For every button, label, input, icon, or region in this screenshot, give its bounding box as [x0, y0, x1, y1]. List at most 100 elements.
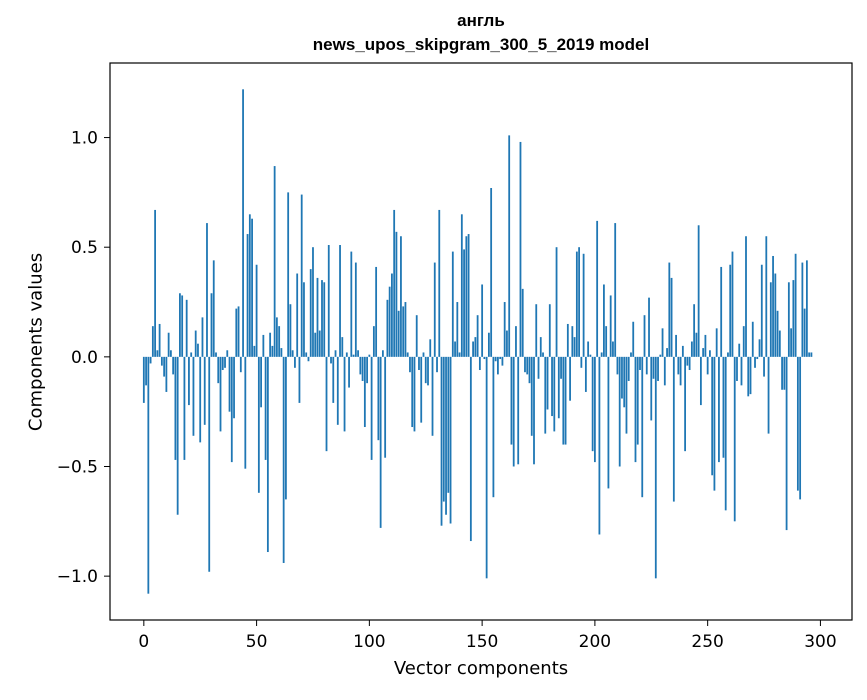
bar [799, 356, 802, 500]
bar [695, 332, 698, 357]
bar [463, 249, 465, 357]
bar [418, 356, 420, 371]
bar [415, 315, 418, 357]
bar [357, 350, 359, 357]
bar [212, 260, 215, 357]
bar [185, 299, 188, 357]
bar [751, 321, 754, 357]
bar [711, 356, 714, 476]
bar [740, 356, 743, 386]
bar [151, 326, 154, 357]
bar [648, 297, 650, 357]
bar [422, 352, 425, 357]
bar [379, 356, 382, 528]
bar [165, 356, 168, 392]
y-tick-label: 0.0 [71, 348, 98, 368]
bar [467, 234, 470, 357]
bar [494, 356, 497, 362]
bar [478, 356, 481, 371]
bar [659, 354, 662, 357]
bar [808, 352, 811, 357]
bar [582, 253, 585, 357]
bar [219, 356, 222, 432]
bar [528, 356, 531, 384]
bar [201, 317, 204, 357]
bar [235, 308, 238, 357]
bar [316, 277, 319, 357]
bar [503, 302, 506, 357]
bar [758, 339, 761, 357]
bar [625, 356, 628, 434]
bar [246, 234, 249, 357]
bar [756, 356, 759, 360]
bar [474, 337, 477, 357]
bar [199, 356, 202, 443]
bar [573, 337, 576, 357]
bar [289, 304, 292, 357]
bar [257, 356, 260, 493]
bar [336, 356, 339, 425]
bar [305, 352, 308, 357]
bar [654, 356, 657, 579]
bar [145, 356, 147, 386]
bar [210, 293, 213, 357]
bar [323, 282, 326, 357]
bar [244, 356, 247, 469]
bar [697, 225, 700, 357]
bar [803, 308, 806, 357]
bar [632, 321, 635, 357]
bar [264, 356, 267, 460]
bar [548, 304, 551, 357]
bar [230, 356, 233, 463]
x-tick-label: 0 [138, 632, 149, 652]
bar [600, 352, 603, 357]
bar [260, 356, 262, 408]
bar [169, 350, 172, 357]
bar [370, 356, 373, 460]
bar [533, 356, 535, 465]
bar [350, 251, 353, 357]
bar [303, 282, 305, 357]
bar [251, 218, 253, 357]
bar [616, 356, 619, 375]
bar [393, 209, 396, 357]
bar [149, 356, 152, 364]
bar [451, 251, 454, 357]
bar [409, 356, 411, 373]
bar [769, 282, 772, 357]
bar [413, 356, 416, 432]
bar [447, 356, 450, 493]
bar [661, 328, 664, 357]
bar [215, 352, 217, 357]
bar [341, 337, 344, 357]
bar [722, 356, 725, 458]
bar [465, 236, 468, 357]
bar [544, 356, 547, 434]
bar [271, 345, 274, 357]
bar [242, 89, 244, 357]
bar [781, 356, 783, 390]
bar [515, 326, 517, 357]
bar [269, 332, 272, 357]
bar [596, 220, 599, 357]
bar [718, 356, 720, 463]
bar [530, 356, 533, 436]
bar [792, 280, 795, 357]
bar [652, 356, 655, 379]
bar [433, 262, 436, 357]
bar [763, 356, 765, 377]
bar [458, 352, 461, 357]
bar [783, 356, 786, 390]
bar [760, 264, 763, 357]
bar [197, 343, 199, 357]
bar [747, 356, 750, 397]
bar [188, 356, 190, 406]
bar [679, 356, 682, 386]
bar [704, 334, 707, 357]
bar [706, 356, 709, 375]
bar [666, 348, 668, 357]
bar [553, 356, 556, 432]
bar [508, 135, 511, 357]
